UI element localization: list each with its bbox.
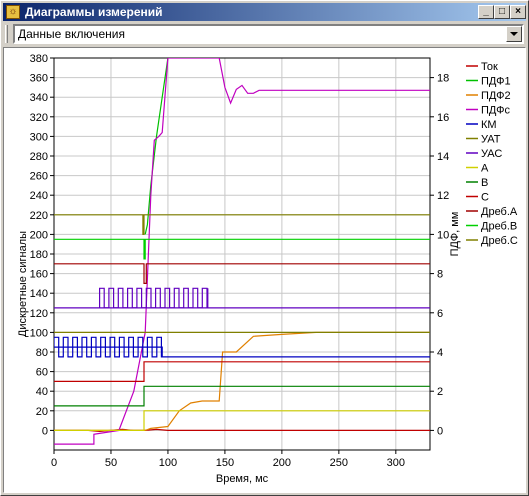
legend-entry-11: Дреб.A: [481, 206, 518, 218]
y-left-tick-label: 260: [30, 171, 48, 183]
series-line-5: [54, 346, 430, 358]
y-left-tick-label: 0: [42, 425, 48, 437]
y-left-tick-label: 120: [30, 308, 48, 320]
minimize-button[interactable]: _: [478, 5, 494, 19]
y-left-tick-label: 100: [30, 327, 48, 339]
toolbar-grip[interactable]: [5, 25, 8, 43]
chart-frame: [3, 47, 526, 493]
series-line-10: [54, 361, 430, 382]
legend-entry-1: Ток: [481, 61, 498, 73]
y-left-tick-label: 160: [30, 269, 48, 281]
y-right-tick-label: 16: [437, 112, 449, 124]
legend-entry-5: КМ: [481, 119, 497, 131]
series-km-pulses: [54, 336, 163, 358]
app-icon: ☼: [6, 5, 20, 19]
x-tick-label: 200: [273, 457, 291, 469]
series-line-2: [144, 58, 169, 235]
y-left-tick-label: 40: [36, 386, 48, 398]
x-axis-label: Время, мс: [216, 473, 269, 485]
legend-entry-7: УАС: [481, 148, 502, 160]
x-tick-label: 300: [387, 457, 405, 469]
y-right-tick-label: 2: [437, 386, 443, 398]
x-tick-label: 250: [330, 457, 348, 469]
y-left-tick-label: 380: [30, 53, 48, 65]
window-title: Диаграммы измерений: [25, 5, 163, 19]
series-line-9: [54, 385, 430, 407]
y-right-tick-label: 10: [437, 229, 449, 241]
x-tick-label: 50: [105, 457, 117, 469]
y-left-tick-label: 140: [30, 288, 48, 300]
y-right-tick-label: 8: [437, 269, 443, 281]
y-right-tick-label: 4: [437, 347, 443, 359]
chevron-down-icon[interactable]: [506, 26, 522, 42]
series-line-13: [54, 214, 430, 235]
y-right-tick-label: 18: [437, 73, 449, 85]
x-tick-label: 150: [216, 457, 234, 469]
y-right-tick-label: 12: [437, 190, 449, 202]
y-left-tick-label: 220: [30, 210, 48, 222]
y-left-tick-label: 340: [30, 92, 48, 104]
y-left-axis-label: Дискретные сигналы: [17, 231, 29, 337]
dataset-select-value: Данные включения: [18, 27, 125, 41]
y-left-tick-label: 60: [36, 367, 48, 379]
maximize-button[interactable]: □: [494, 5, 510, 19]
y-right-tick-label: 6: [437, 308, 443, 320]
y-left-tick-label: 240: [30, 190, 48, 202]
y-left-tick-label: 280: [30, 151, 48, 163]
y-left-tick-label: 20: [36, 406, 48, 418]
x-tick-label: 0: [51, 457, 57, 469]
x-tick-label: 100: [159, 457, 177, 469]
y-left-tick-label: 360: [30, 73, 48, 85]
series-line-4: [54, 58, 430, 445]
y-right-axis-label: ПДФ, мм: [449, 212, 461, 257]
y-left-tick-label: 200: [30, 229, 48, 241]
legend-entry-2: ПДФ1: [481, 76, 511, 88]
y-right-tick-label: 14: [437, 151, 449, 163]
series-line-12: [54, 238, 430, 260]
legend-entry-4: ПДФс: [481, 105, 510, 117]
legend-entry-13: Дреб.C: [481, 235, 518, 247]
series-line-8: [54, 410, 430, 431]
series-line-3: [54, 331, 430, 431]
legend-entry-12: Дреб.B: [481, 221, 517, 233]
title-bar: ☼ Диаграммы измерений _ □ ×: [3, 3, 526, 21]
y-left-tick-label: 320: [30, 112, 48, 124]
legend-entry-8: A: [481, 163, 489, 175]
legend-entry-9: B: [481, 177, 488, 189]
y-left-tick-label: 80: [36, 347, 48, 359]
legend-entry-3: ПДФ2: [481, 90, 511, 102]
y-left-tick-label: 300: [30, 131, 48, 143]
series-uas-pulses: [98, 287, 209, 309]
close-button[interactable]: ×: [510, 5, 526, 19]
y-left-tick-label: 180: [30, 249, 48, 261]
dataset-select[interactable]: Данные включения: [13, 24, 524, 44]
toolbar: Данные включения: [3, 23, 526, 45]
y-right-tick-label: 0: [437, 425, 443, 437]
legend-entry-6: УАТ: [481, 134, 501, 146]
legend-entry-10: C: [481, 192, 489, 204]
series-line-11: [54, 263, 430, 284]
